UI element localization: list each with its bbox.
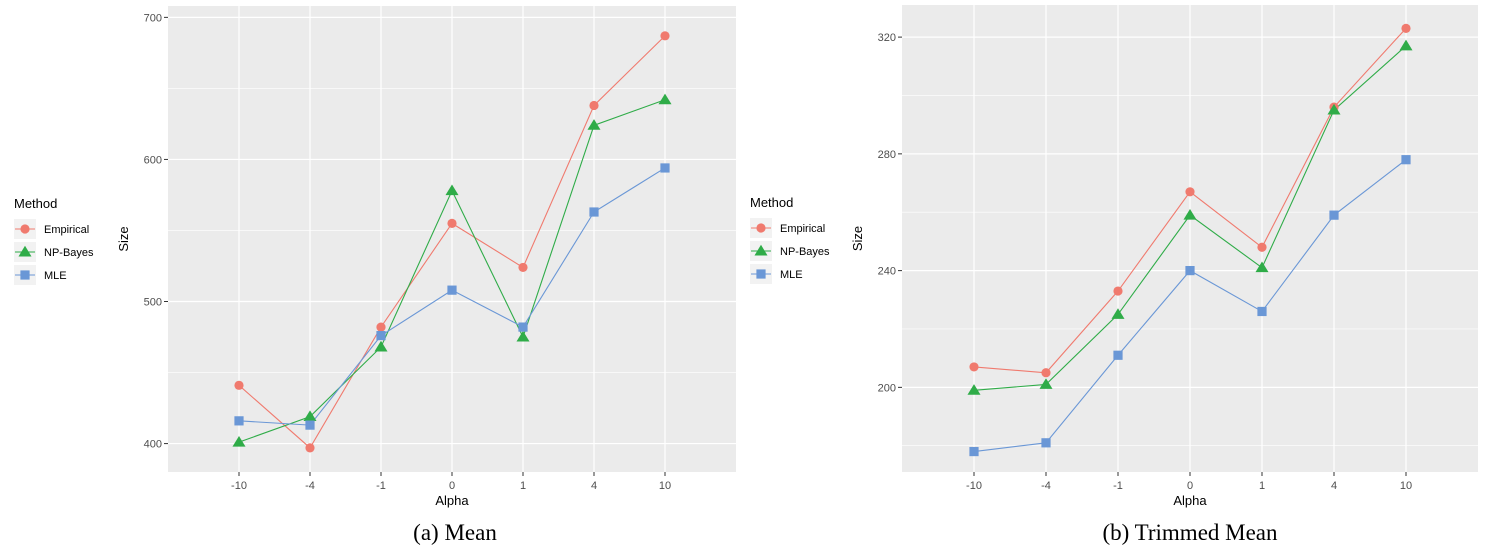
data-point-np-bayes bbox=[1399, 39, 1413, 51]
x-tick-label: 4 bbox=[1331, 480, 1337, 492]
data-point-mle bbox=[305, 420, 315, 430]
legend-key-empirical bbox=[756, 223, 766, 233]
data-point-empirical bbox=[660, 31, 670, 41]
legend-label-empirical: Empirical bbox=[44, 224, 89, 236]
data-point-np-bayes bbox=[1111, 308, 1125, 319]
y-tick-label: 400 bbox=[144, 439, 162, 451]
legend-key-np-bayes bbox=[754, 244, 768, 256]
legend-label-mle: MLE bbox=[780, 269, 803, 281]
data-point-np-bayes bbox=[1327, 103, 1341, 115]
data-point-mle bbox=[660, 163, 670, 173]
data-point-empirical bbox=[1041, 368, 1051, 378]
data-point-mle bbox=[1401, 155, 1411, 165]
data-point-np-bayes bbox=[445, 184, 459, 196]
data-point-mle bbox=[1185, 266, 1195, 276]
data-point-empirical bbox=[589, 100, 599, 111]
legend-label-np-bayes: NP-Bayes bbox=[44, 247, 94, 259]
x-tick-label: 4 bbox=[591, 480, 597, 492]
y-tick-label: 320 bbox=[878, 32, 896, 44]
legend-title: Method bbox=[14, 196, 57, 211]
data-point-mle bbox=[447, 285, 457, 295]
data-point-empirical bbox=[305, 443, 315, 453]
legend-key-np-bayes bbox=[18, 245, 32, 257]
data-point-mle bbox=[376, 331, 386, 341]
legend-title: Method bbox=[750, 195, 793, 210]
y-axis-label: Size bbox=[116, 226, 131, 251]
data-point-np-bayes bbox=[232, 435, 246, 447]
data-point-mle bbox=[589, 207, 599, 217]
x-tick-label: -1 bbox=[376, 480, 386, 492]
data-point-mle bbox=[518, 322, 528, 332]
data-point-mle bbox=[234, 416, 244, 426]
y-tick-label: 280 bbox=[878, 149, 896, 161]
data-point-empirical bbox=[1257, 242, 1267, 252]
data-point-np-bayes bbox=[374, 340, 388, 352]
x-tick-label: -4 bbox=[1041, 480, 1051, 492]
data-point-empirical bbox=[1185, 187, 1195, 197]
data-point-np-bayes bbox=[303, 410, 317, 422]
x-axis-label: Alpha bbox=[1173, 493, 1207, 508]
x-tick-label: 1 bbox=[1259, 480, 1265, 492]
x-tick-label: -10 bbox=[231, 480, 247, 492]
y-tick-label: 700 bbox=[144, 12, 162, 24]
y-tick-label: 600 bbox=[144, 154, 162, 166]
x-tick-label: 0 bbox=[1187, 480, 1193, 492]
legend-label-empirical: Empirical bbox=[780, 223, 825, 235]
data-point-empirical bbox=[447, 218, 457, 228]
legend-key-mle bbox=[756, 269, 766, 279]
x-tick-label: 1 bbox=[520, 480, 526, 492]
caption-mean: (a) Mean bbox=[413, 520, 497, 545]
y-tick-label: 200 bbox=[878, 382, 896, 394]
data-point-np-bayes bbox=[658, 93, 672, 105]
x-tick-label: -10 bbox=[966, 480, 982, 492]
x-tick-label: -1 bbox=[1113, 480, 1123, 492]
legend: Method Empirical NP-Bayes MLE bbox=[750, 195, 830, 284]
data-point-mle bbox=[969, 446, 979, 457]
x-tick-label: -4 bbox=[305, 480, 315, 492]
data-point-empirical bbox=[1401, 23, 1411, 33]
x-tick-label: 10 bbox=[1400, 480, 1412, 492]
y-tick-label: 500 bbox=[144, 297, 162, 309]
legend: Method Empirical NP-Bayes MLE bbox=[14, 196, 94, 285]
y-axis-label: Size bbox=[850, 226, 865, 251]
data-point-np-bayes bbox=[516, 330, 530, 342]
data-point-mle bbox=[1041, 438, 1051, 448]
data-point-np-bayes bbox=[587, 119, 601, 130]
data-point-empirical bbox=[1113, 286, 1123, 296]
caption-trimmed-mean: (b) Trimmed Mean bbox=[1102, 520, 1278, 545]
data-point-mle bbox=[1329, 210, 1339, 220]
legend-key-mle bbox=[20, 270, 30, 280]
legend-label-np-bayes: NP-Bayes bbox=[780, 246, 830, 258]
data-point-np-bayes bbox=[967, 384, 981, 395]
data-point-empirical bbox=[376, 322, 386, 332]
x-tick-label: 0 bbox=[449, 480, 455, 492]
x-tick-label: 10 bbox=[659, 480, 671, 492]
x-axis-label: Alpha bbox=[435, 493, 469, 508]
legend-key-empirical bbox=[20, 224, 30, 234]
data-point-mle bbox=[1113, 350, 1123, 360]
data-point-empirical bbox=[518, 262, 528, 273]
data-point-empirical bbox=[234, 380, 244, 390]
data-point-np-bayes bbox=[1039, 378, 1053, 389]
legend-label-mle: MLE bbox=[44, 270, 67, 282]
data-point-empirical bbox=[969, 362, 979, 372]
data-point-mle bbox=[1257, 306, 1267, 317]
y-tick-label: 240 bbox=[878, 266, 896, 278]
data-point-np-bayes bbox=[1183, 208, 1197, 220]
data-point-np-bayes bbox=[1255, 261, 1269, 273]
